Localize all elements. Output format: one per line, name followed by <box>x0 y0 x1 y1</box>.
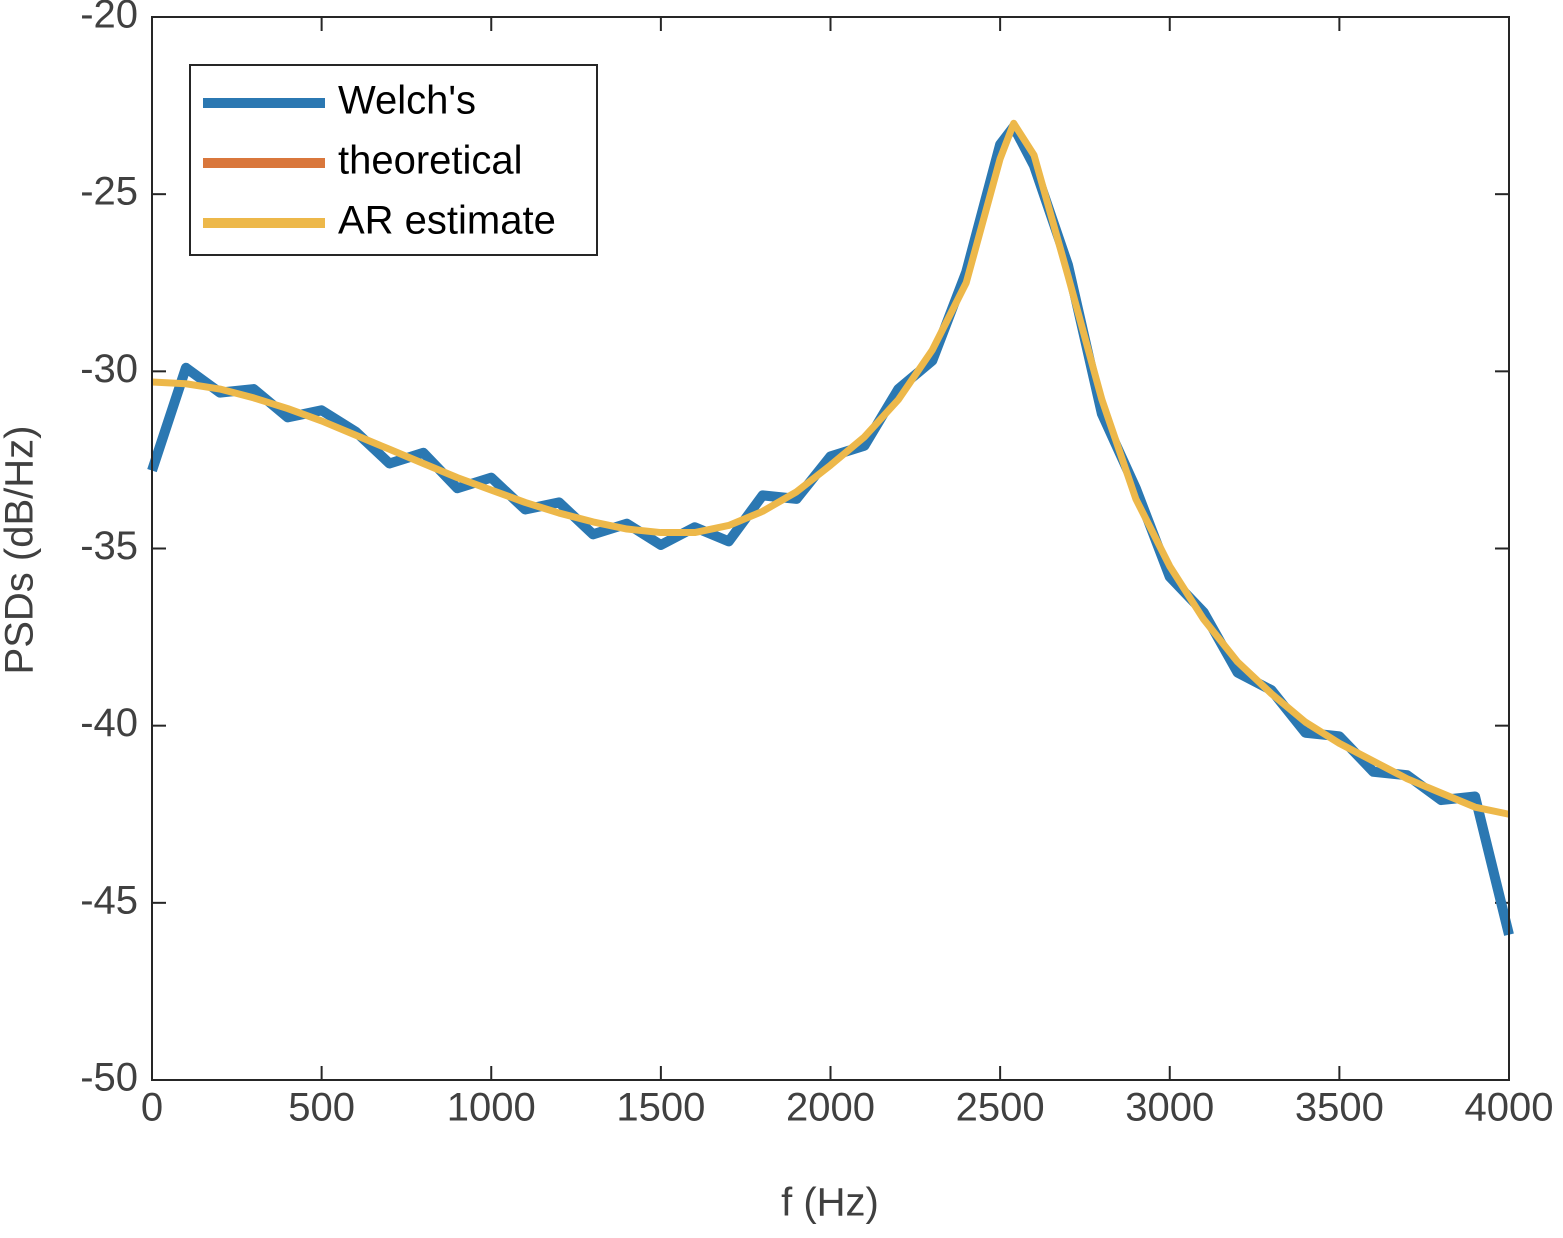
x-tick-label: 2500 <box>956 1086 1045 1130</box>
x-axis-label: f (Hz) <box>781 1181 879 1225</box>
x-tick-label: 500 <box>288 1086 355 1130</box>
y-tick-label: -50 <box>80 1056 138 1100</box>
x-tick-label: 0 <box>141 1086 163 1130</box>
y-tick-label: -45 <box>80 878 138 922</box>
x-tick-label: 3000 <box>1125 1086 1214 1130</box>
y-tick-label: -25 <box>80 170 138 214</box>
x-tick-label: 1500 <box>616 1086 705 1130</box>
y-tick-label: -30 <box>80 347 138 391</box>
plot-frame <box>151 16 1510 1081</box>
legend-label: AR estimate <box>338 199 556 243</box>
legend-label: theoretical <box>338 139 523 183</box>
series-line <box>151 119 1510 818</box>
y-tick-label: -20 <box>80 0 138 37</box>
x-tick-label: 4000 <box>1465 1086 1554 1130</box>
x-tick-label: 3500 <box>1295 1086 1384 1130</box>
x-tick-label: 2000 <box>786 1086 875 1130</box>
x-tick-label: 1000 <box>447 1086 536 1130</box>
y-tick-label: -35 <box>80 524 138 568</box>
y-tick-label: -40 <box>80 701 138 745</box>
legend-label: Welch's <box>338 79 476 123</box>
y-axis-label: PSDs (dB/Hz) <box>0 426 42 675</box>
